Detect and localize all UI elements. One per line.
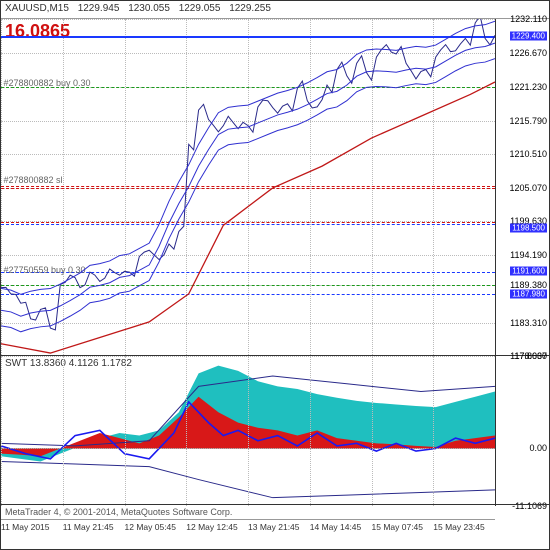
y-tick: 1183.310 <box>510 318 547 328</box>
y-tick: 1221.230 <box>509 82 547 92</box>
y-tick: 17.8667 <box>514 351 547 361</box>
chart-footer: MetaTrader 4, © 2001-2014, MetaQuotes So… <box>1 504 549 549</box>
y-tick: 1210.510 <box>509 149 547 159</box>
y-axis-main: 1178.0301183.3101189.3801194.1901199.630… <box>495 19 549 356</box>
zero-line <box>1 448 495 449</box>
price-label: 1187.980 <box>510 289 547 298</box>
chart-container: XAUUSD,M15 1229.945 1230.055 1229.055 12… <box>0 0 550 550</box>
ohlc-c: 1229.255 <box>229 3 271 14</box>
y-tick: 1205.070 <box>509 183 547 193</box>
gridline-v <box>310 356 311 506</box>
x-tick: 13 May 21:45 <box>248 522 300 532</box>
symbol-label: XAUUSD,M15 <box>5 3 69 14</box>
x-tick: 11 May 21:45 <box>63 522 114 532</box>
x-tick: 15 May 07:45 <box>372 522 424 532</box>
price-label: 1229.400 <box>510 31 547 40</box>
x-tick: 12 May 05:45 <box>125 522 177 532</box>
x-axis: 11 May 2015 11 May 21:45 12 May 05:45 12 Ma… <box>1 519 495 549</box>
y-tick: 1215.790 <box>509 116 547 126</box>
indicator-sub-chart[interactable]: SWT 13.8360 4.1126 1.1782 <box>1 356 495 506</box>
gridline-v <box>63 356 64 506</box>
y-tick: 1194.190 <box>510 250 547 260</box>
y-axis-sub: 17.86670.00-11.1069 <box>495 356 549 506</box>
price-label: 1198.500 <box>510 224 547 233</box>
gridline-v <box>433 356 434 506</box>
y-tick: 0.00 <box>529 443 547 453</box>
main-svg <box>1 19 495 356</box>
gridline-v <box>1 356 2 506</box>
x-tick: 14 May 14:45 <box>310 522 362 532</box>
price-label: 1191.600 <box>510 267 547 276</box>
gridline-v <box>248 356 249 506</box>
main-price-chart[interactable]: 16.0865 #278800882 buy 0.30#278800882 sl… <box>1 19 495 356</box>
chart-header: XAUUSD,M15 1229.945 1230.055 1229.055 12… <box>1 1 549 19</box>
x-tick: 12 May 12:45 <box>186 522 238 532</box>
copyright: MetaTrader 4, © 2001-2014, MetaQuotes So… <box>1 505 549 519</box>
gridline-v <box>186 356 187 506</box>
gridline-v <box>125 356 126 506</box>
gridline-v <box>372 356 373 506</box>
y-tick: 1226.670 <box>509 48 547 58</box>
x-tick: 15 May 23:45 <box>433 522 485 532</box>
x-tick: 11 May 2015 <box>1 522 50 532</box>
ohlc-h: 1230.055 <box>128 3 170 14</box>
ohlc-l: 1229.055 <box>179 3 221 14</box>
ohlc-o: 1229.945 <box>78 3 120 14</box>
y-tick: 1232.110 <box>510 14 547 24</box>
